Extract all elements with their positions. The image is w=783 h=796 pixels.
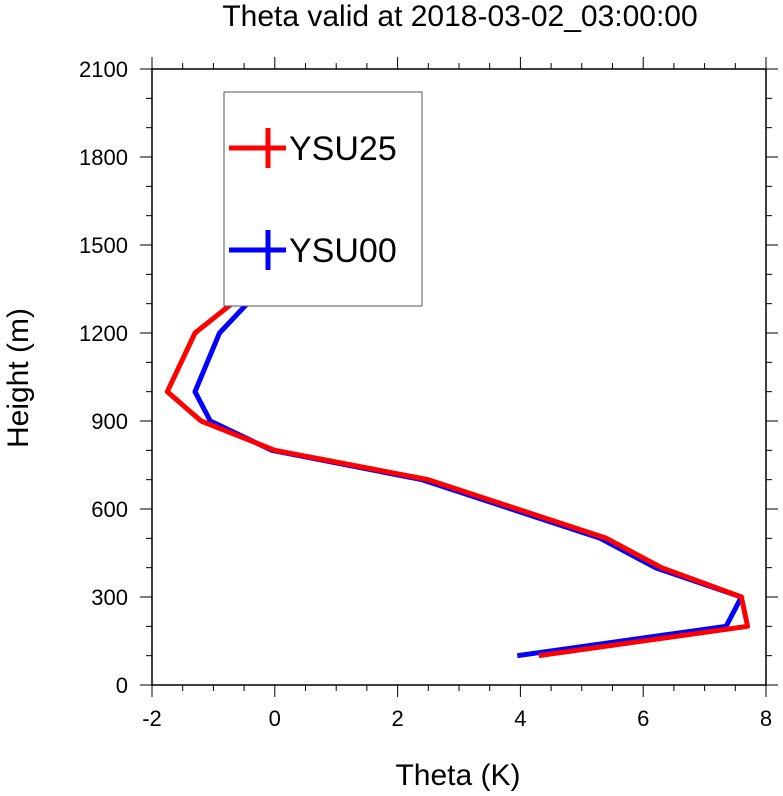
plot-area: -2 0 2 4 6 8 0 300 600 900 1200 1500 1800 2100 xyxy=(79,57,778,731)
y-tick-label: 2100 xyxy=(79,57,128,82)
x-axis-label: Theta (K) xyxy=(395,759,520,792)
x-tick-label: 2 xyxy=(391,706,403,731)
y-tick-label: 300 xyxy=(91,585,128,610)
chart-title: Theta valid at 2018-03-02_03:00:00 xyxy=(222,0,697,33)
y-tick-label: 1500 xyxy=(79,233,128,258)
x-tick-label: -2 xyxy=(142,706,162,731)
y-axis-label: Height (m) xyxy=(2,308,35,448)
y-tick-label: 1200 xyxy=(79,321,128,346)
y-tick-label: 1800 xyxy=(79,145,128,170)
legend: YSU25 YSU00 xyxy=(223,91,423,307)
legend-box xyxy=(223,91,423,307)
y-tick-label: 600 xyxy=(91,497,128,522)
legend-label-ysu25: YSU25 xyxy=(289,130,397,168)
y-tick-label: 900 xyxy=(91,409,128,434)
x-tick-label: 0 xyxy=(269,706,281,731)
x-tick-label: 4 xyxy=(514,706,526,731)
x-tick-label: 6 xyxy=(637,706,649,731)
x-tick-label: 8 xyxy=(760,706,772,731)
legend-label-ysu00: YSU00 xyxy=(289,232,397,270)
y-tick-label: 0 xyxy=(116,673,128,698)
